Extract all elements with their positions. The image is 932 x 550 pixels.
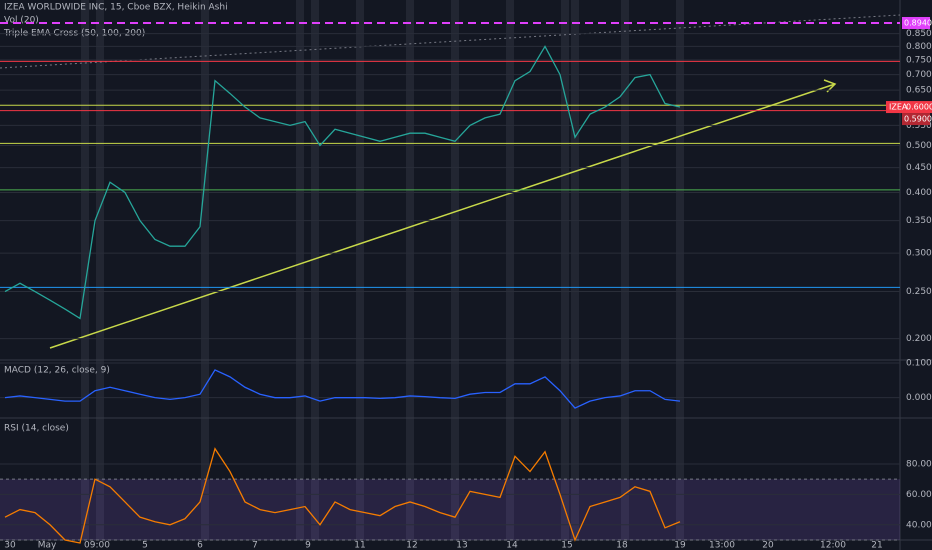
- x-tick-label: 12: [406, 541, 417, 550]
- x-tick-label: 13:00: [709, 541, 735, 550]
- y-tick-label: 40.00: [906, 520, 932, 530]
- x-tick-label: 9: [305, 541, 311, 550]
- series-name-tag: IZEA: [889, 103, 908, 112]
- pane-title: MACD (12, 26, close, 9): [4, 366, 110, 376]
- price-level-label: 0.8940: [904, 19, 932, 28]
- rsi-band: [0, 479, 900, 540]
- x-tick-label: 7: [252, 541, 258, 550]
- x-tick-label: 13: [456, 541, 467, 550]
- x-tick-label: May: [38, 541, 57, 550]
- trend-line: [0, 14, 901, 69]
- series-line: [4, 447, 681, 544]
- x-tick-label: 30: [4, 541, 16, 550]
- x-tick-label: 09:00: [84, 541, 110, 550]
- session-band: [296, 0, 304, 540]
- x-tick-label: 11: [354, 541, 365, 550]
- indicator-label: Vol (20): [4, 16, 39, 26]
- session-band: [96, 0, 104, 540]
- session-band: [561, 0, 569, 540]
- x-tick-label: 5: [142, 541, 148, 550]
- session-band: [676, 0, 684, 540]
- y-tick-label: 80.00: [906, 459, 932, 469]
- trend-line: [49, 83, 836, 349]
- chart-title: IZEA WORLDWIDE INC, 15, Cboe BZX, Heikin…: [4, 3, 228, 13]
- x-tick-label: 20: [762, 541, 774, 550]
- session-band: [201, 0, 209, 540]
- open-price-tag: [902, 113, 930, 126]
- trend-arrow: [823, 79, 837, 93]
- session-band: [311, 0, 319, 540]
- session-band: [571, 0, 579, 540]
- session-band: [451, 0, 459, 540]
- x-tick-label: 14: [506, 541, 518, 550]
- y-tick-label: 60.00: [906, 490, 932, 500]
- session-band: [356, 0, 364, 540]
- x-tick-label: 18: [616, 541, 628, 550]
- session-bands: [81, 0, 684, 540]
- series-line: [4, 369, 681, 409]
- session-band: [621, 0, 629, 540]
- last-price-tag: [886, 101, 932, 114]
- x-tick-label: 6: [197, 541, 203, 550]
- x-tick-label: 21: [871, 541, 882, 550]
- x-tick-label: 12:00: [820, 541, 846, 550]
- price-level-tag: [902, 17, 930, 30]
- x-tick-label: 15: [561, 541, 572, 550]
- pane-title: RSI (14, close): [4, 424, 69, 434]
- series-line: [4, 45, 681, 320]
- session-band: [506, 0, 514, 540]
- open-price-label: 0.5900: [904, 115, 932, 124]
- session-band: [406, 0, 414, 540]
- last-price-label: 0.6000: [906, 103, 932, 112]
- x-tick-label: 19: [674, 541, 686, 550]
- session-band: [81, 0, 89, 540]
